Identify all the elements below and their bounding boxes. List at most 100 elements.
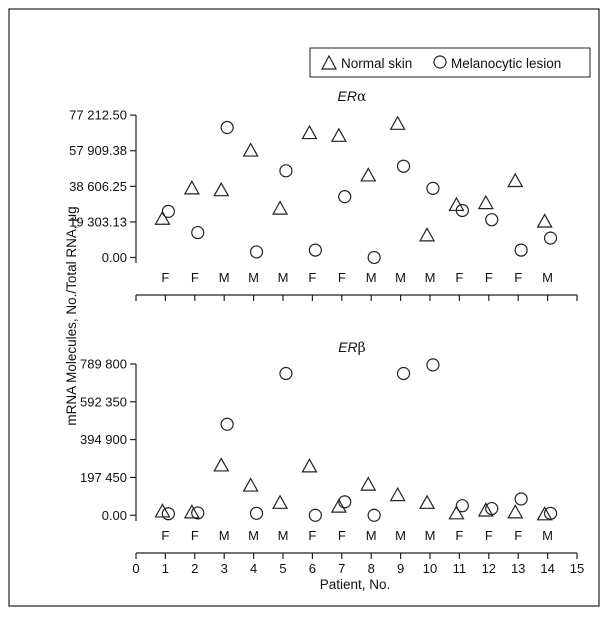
point-melanocytic-lesion bbox=[485, 501, 499, 516]
sex-label: F bbox=[455, 270, 463, 285]
point-normal-skin bbox=[419, 494, 436, 509]
point-normal-skin bbox=[389, 486, 406, 502]
x-axis-label: Patient, No. bbox=[320, 577, 391, 592]
x-tick-label: 15 bbox=[570, 561, 584, 576]
point-melanocytic-lesion bbox=[396, 366, 411, 381]
y-tick-label: 592 350 bbox=[80, 394, 127, 409]
x-tick-label: 5 bbox=[279, 561, 286, 576]
point-normal-skin bbox=[330, 498, 347, 513]
point-melanocytic-lesion bbox=[338, 190, 352, 204]
point-normal-skin bbox=[477, 502, 494, 517]
panel-er-alpha: ERα 0.00 19 303.13 38 606.25 57 909.38 77 212… bbox=[69, 88, 578, 301]
x-tick-label: 10 bbox=[423, 561, 437, 576]
point-normal-skin bbox=[507, 172, 524, 188]
point-melanocytic-lesion bbox=[279, 366, 293, 381]
point-melanocytic-lesion bbox=[249, 245, 264, 259]
panel-title-main: ER bbox=[338, 339, 357, 355]
point-melanocytic-lesion bbox=[543, 231, 558, 245]
x-tick-label: 0 bbox=[132, 561, 139, 576]
sex-label: M bbox=[425, 270, 436, 285]
y-tick-label: 0.00 bbox=[102, 250, 127, 265]
point-normal-skin bbox=[242, 142, 259, 157]
sex-label: F bbox=[455, 528, 463, 543]
point-normal-skin bbox=[507, 504, 524, 519]
sex-label: F bbox=[161, 528, 169, 543]
panel-title-main: ER bbox=[338, 88, 357, 104]
y-tick-label: 394 900 bbox=[80, 432, 127, 447]
point-melanocytic-lesion bbox=[396, 159, 411, 173]
sex-label: M bbox=[278, 528, 289, 543]
point-normal-skin bbox=[213, 181, 230, 197]
x-tick-label: 3 bbox=[221, 561, 228, 576]
point-normal-skin bbox=[330, 127, 347, 142]
y-axis-label: mRNA Molecules, No./Total RNA, μg bbox=[64, 206, 79, 425]
sex-label: F bbox=[485, 528, 493, 543]
legend-label-melanocytic-lesion: Melanocytic lesion bbox=[451, 56, 561, 71]
point-melanocytic-lesion bbox=[220, 120, 234, 135]
sex-label: M bbox=[395, 270, 406, 285]
sex-label: F bbox=[338, 528, 346, 543]
point-normal-skin bbox=[536, 506, 553, 521]
sex-label: F bbox=[191, 528, 199, 543]
point-melanocytic-lesion bbox=[308, 243, 322, 257]
x-tick-label: 1 bbox=[162, 561, 169, 576]
point-normal-skin bbox=[389, 115, 406, 130]
sex-label: F bbox=[514, 270, 522, 285]
sex-label: M bbox=[542, 270, 553, 285]
legend-triangle-icon bbox=[320, 54, 338, 70]
sex-label: M bbox=[395, 528, 406, 543]
point-melanocytic-lesion bbox=[220, 417, 234, 431]
point-normal-skin bbox=[272, 200, 289, 215]
x-tick-label: 13 bbox=[511, 561, 525, 576]
legend-label-normal-skin: Normal skin bbox=[341, 56, 412, 71]
point-melanocytic-lesion bbox=[367, 508, 381, 522]
legend-box bbox=[309, 47, 591, 78]
sex-label: F bbox=[308, 270, 316, 285]
point-normal-skin bbox=[360, 476, 377, 491]
point-normal-skin bbox=[213, 457, 230, 472]
point-normal-skin bbox=[477, 194, 494, 210]
y-tick-label: 77 212.50 bbox=[69, 108, 127, 123]
point-normal-skin bbox=[301, 124, 318, 140]
sex-label: M bbox=[219, 270, 230, 285]
point-melanocytic-lesion bbox=[514, 492, 528, 506]
point-melanocytic-lesion bbox=[161, 507, 175, 521]
x-tick-label: 6 bbox=[309, 561, 316, 576]
y-tick-label: 197 450 bbox=[80, 470, 127, 485]
point-melanocytic-lesion bbox=[455, 203, 469, 218]
sex-label: M bbox=[248, 528, 259, 543]
point-normal-skin bbox=[183, 504, 200, 519]
point-normal-skin bbox=[301, 458, 318, 473]
x-tick-label: 8 bbox=[368, 561, 375, 576]
point-normal-skin bbox=[272, 494, 289, 509]
sex-label: F bbox=[161, 270, 169, 285]
y-tick-label: 57 909.38 bbox=[69, 143, 127, 158]
legend: Normal skin Melanocytic lesion bbox=[309, 47, 591, 78]
point-melanocytic-lesion bbox=[191, 506, 205, 520]
point-normal-skin bbox=[448, 505, 465, 520]
panel-title-greek: α bbox=[357, 89, 367, 105]
point-normal-skin bbox=[183, 180, 200, 195]
point-melanocytic-lesion bbox=[426, 358, 440, 372]
panel-title-greek: β bbox=[358, 340, 366, 356]
y-tick-label: 789 800 bbox=[80, 356, 127, 371]
sex-label: F bbox=[191, 270, 199, 285]
sex-label: M bbox=[278, 270, 289, 285]
x-tick-label: 9 bbox=[397, 561, 404, 576]
sex-label: M bbox=[425, 528, 436, 543]
x-tick-label: 7 bbox=[338, 561, 345, 576]
point-melanocytic-lesion bbox=[543, 506, 558, 520]
point-melanocytic-lesion bbox=[191, 225, 205, 240]
panel-title: ERβ bbox=[338, 339, 366, 356]
point-melanocytic-lesion bbox=[485, 213, 499, 227]
sex-label: M bbox=[366, 528, 377, 543]
x-tick-label: 4 bbox=[250, 561, 257, 576]
point-melanocytic-lesion bbox=[514, 243, 528, 257]
sex-label: F bbox=[485, 270, 493, 285]
point-normal-skin bbox=[419, 227, 436, 242]
legend-circle-icon bbox=[433, 55, 447, 69]
point-melanocytic-lesion bbox=[308, 508, 322, 522]
